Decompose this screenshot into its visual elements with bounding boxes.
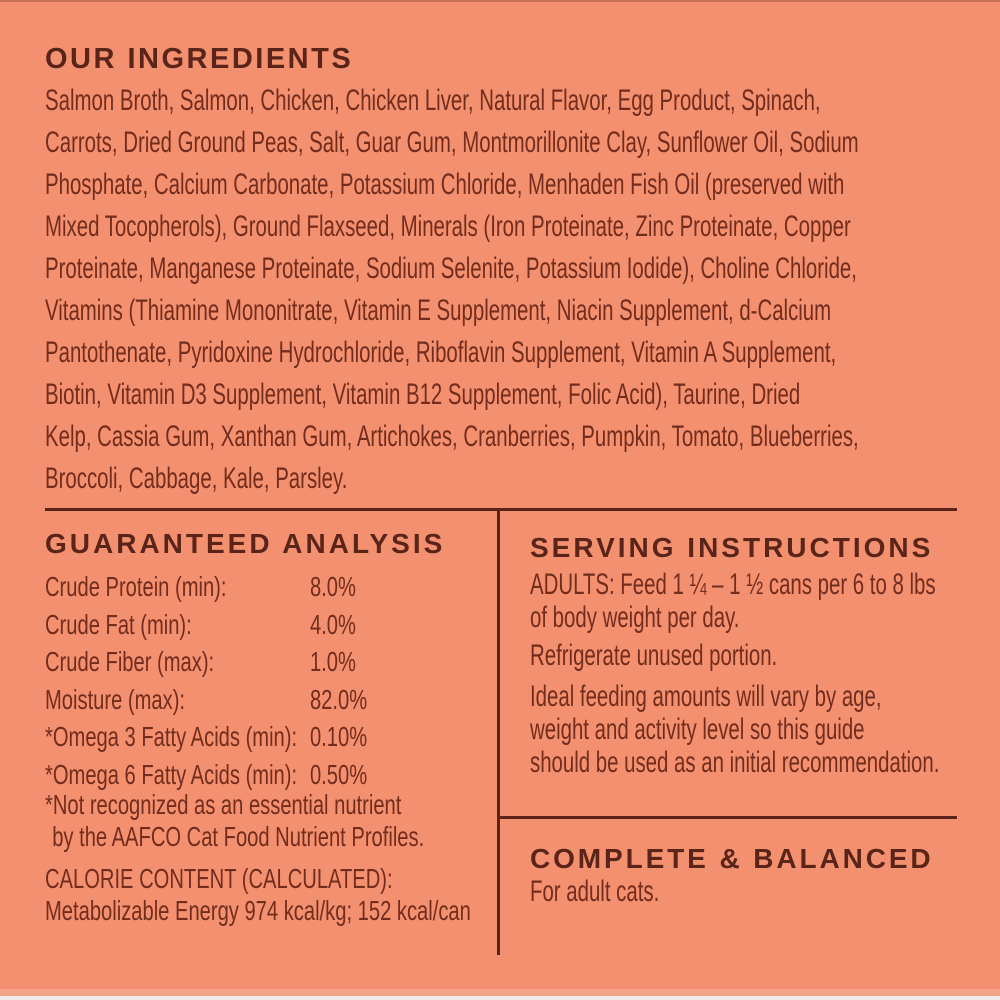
ingredients-line: Vitamins (Thiamine Mononitrate, Vitamin … (45, 294, 832, 327)
vertical-column-divider (497, 508, 500, 955)
nutrient-value: 82.0% (309, 683, 368, 715)
nutrient-label: Crude Protein (min): (45, 571, 227, 602)
calorie-content: CALORIE CONTENT (CALCULATED): Metaboliza… (45, 863, 471, 927)
serving-adults-paragraph: ADULTS: Feed 1 ¼ – 1 ½ cans per 6 to 8 l… (530, 568, 936, 634)
ingredients-line: Proteinate, Manganese Proteinate, Sodium… (45, 252, 857, 285)
footnote-line: by the AAFCO Cat Food Nutrient Profiles. (52, 821, 425, 852)
table-row: Crude Fat (min): 4.0% (45, 606, 367, 644)
nutrient-value: 8.0% (309, 571, 356, 602)
guaranteed-analysis-table: Crude Protein (min): 8.0% Crude Fat (min… (45, 568, 367, 793)
nutrient-label: *Omega 6 Fatty Acids (min): (45, 758, 298, 790)
calorie-content-value: Metabolizable Energy 974 kcal/kg; 152 kc… (45, 895, 471, 926)
footnote-line: *Not recognized as an essential nutrient (45, 789, 402, 820)
table-row: Moisture (max): 82.0% (45, 681, 367, 719)
ingredients-list: Salmon Broth, Salmon, Chicken, Chicken L… (45, 80, 859, 500)
ingredients-line: Broccoli, Cabbage, Kale, Parsley. (45, 462, 348, 495)
ingredients-line: Biotin, Vitamin D3 Supplement, Vitamin B… (45, 378, 801, 411)
serving-line: weight and activity level so this guide (530, 713, 865, 746)
ingredients-line: Phosphate, Calcium Carbonate, Potassium … (45, 168, 845, 201)
table-row: Crude Fiber (max): 1.0% (45, 643, 367, 681)
ingredients-line: Mixed Tocopherols), Ground Flaxseed, Min… (45, 210, 851, 243)
nutrient-value: 4.0% (309, 608, 356, 640)
complete-balanced-text: For adult cats. (530, 875, 660, 908)
horizontal-divider-top (45, 508, 957, 511)
ingredients-line: Carrots, Dried Ground Peas, Salt, Guar G… (45, 126, 859, 159)
complete-balanced-title: COMPLETE & BALANCED (530, 843, 934, 874)
calorie-content-heading: CALORIE CONTENT (CALCULATED): (45, 863, 393, 894)
ingredients-line: Kelp, Cassia Gum, Xanthan Gum, Artichoke… (45, 420, 859, 453)
nutrient-value: 0.50% (309, 758, 368, 790)
ingredients-section-title: OUR INGREDIENTS (45, 43, 354, 75)
ingredients-line: Salmon Broth, Salmon, Chicken, Chicken L… (45, 84, 821, 117)
serving-line: of body weight per day. (530, 601, 740, 634)
aafco-footnote: *Not recognized as an essential nutrient… (45, 789, 424, 853)
serving-line: Refrigerate unused portion. (530, 639, 778, 672)
nutrient-label: Crude Fat (min): (45, 608, 192, 640)
table-row: *Omega 3 Fatty Acids (min): 0.10% (45, 718, 367, 756)
serving-line: should be used as an initial recommendat… (530, 746, 940, 779)
table-row: *Omega 6 Fatty Acids (min): 0.50% (45, 756, 367, 794)
nutrient-value: 0.10% (309, 721, 368, 752)
nutrient-label: *Omega 3 Fatty Acids (min): (45, 721, 298, 752)
nutrient-value: 1.0% (309, 646, 356, 677)
nutrient-label: Moisture (max): (45, 683, 186, 715)
label-bottom-edge-shade (0, 989, 1000, 996)
table-row: Crude Protein (min): 8.0% (45, 568, 367, 606)
serving-line: Ideal feeding amounts will vary by age, (530, 680, 882, 713)
label-top-edge (0, 0, 1000, 2)
ingredients-line: Pantothenate, Pyridoxine Hydrochloride, … (45, 336, 837, 369)
serving-line: ADULTS: Feed 1 ¼ – 1 ½ cans per 6 to 8 l… (530, 568, 936, 601)
nutrient-label: Crude Fiber (max): (45, 646, 215, 677)
serving-refrigerate-paragraph: Refrigerate unused portion. (530, 639, 777, 672)
horizontal-divider-right-column (497, 816, 957, 819)
guaranteed-analysis-title: GUARANTEED ANALYSIS (45, 528, 446, 559)
label-bottom-edge (0, 996, 1000, 1000)
serving-instructions-title: SERVING INSTRUCTIONS (530, 532, 934, 563)
serving-ideal-amounts-paragraph: Ideal feeding amounts will vary by age, … (530, 680, 939, 779)
